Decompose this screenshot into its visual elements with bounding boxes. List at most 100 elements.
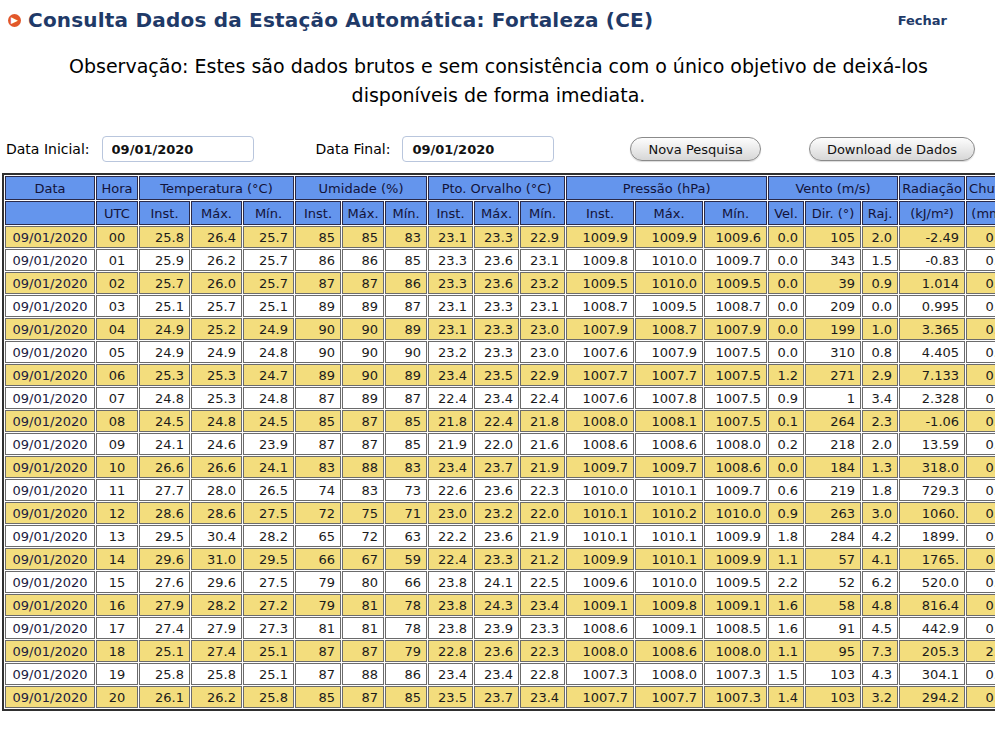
cell: 89 bbox=[342, 387, 384, 409]
cell: 1010.0 bbox=[635, 249, 703, 271]
cell: 29.6 bbox=[139, 548, 190, 570]
column-sub-header: Inst. bbox=[566, 201, 634, 225]
table-row: 09/01/20201925.825.825.187888623.423.422… bbox=[5, 663, 995, 685]
cell: 1009.7 bbox=[704, 249, 767, 271]
cell: 1010.1 bbox=[566, 525, 634, 547]
cell: 218 bbox=[805, 433, 861, 455]
cell: 1007.5 bbox=[704, 364, 767, 386]
cell: 22.9 bbox=[520, 364, 565, 386]
end-date-input[interactable] bbox=[402, 136, 554, 162]
cell: 23.8 bbox=[428, 617, 473, 639]
cell: 09/01/2020 bbox=[5, 318, 95, 340]
cell: 304.1 bbox=[899, 663, 965, 685]
cell: 1007.3 bbox=[704, 686, 767, 708]
column-sub-header: Inst. bbox=[295, 201, 341, 225]
column-sub-header: Máx. bbox=[474, 201, 519, 225]
cell: 09/01/2020 bbox=[5, 433, 95, 455]
cell: 65 bbox=[295, 525, 341, 547]
cell: 07 bbox=[96, 387, 138, 409]
column-sub-header: Mín. bbox=[520, 201, 565, 225]
close-link[interactable]: Fechar bbox=[898, 13, 947, 28]
cell: 0.0 bbox=[966, 663, 995, 685]
cell: 24.8 bbox=[243, 341, 294, 363]
page: ▶ Consulta Dados da Estação Automática: … bbox=[0, 0, 995, 711]
cell: 30.4 bbox=[191, 525, 242, 547]
cell: 1008.6 bbox=[635, 433, 703, 455]
column-group-header: Radiação bbox=[899, 176, 965, 200]
table-row: 09/01/20200125.926.225.786868523.323.623… bbox=[5, 249, 995, 271]
cell: 90 bbox=[342, 341, 384, 363]
cell: 1.8 bbox=[768, 525, 804, 547]
cell: 13 bbox=[96, 525, 138, 547]
cell: 29.6 bbox=[191, 571, 242, 593]
cell: 1007.7 bbox=[566, 364, 634, 386]
cell: 729.3 bbox=[899, 479, 965, 501]
cell: 23.3 bbox=[520, 617, 565, 639]
cell: 25.1 bbox=[139, 640, 190, 662]
cell: 24.9 bbox=[139, 341, 190, 363]
table-row: 09/01/20201329.530.428.265726322.223.621… bbox=[5, 525, 995, 547]
cell: 20 bbox=[96, 686, 138, 708]
cell: 11 bbox=[96, 479, 138, 501]
cell: 63 bbox=[385, 525, 427, 547]
cell: 2.2 bbox=[768, 571, 804, 593]
cell: 23.4 bbox=[428, 364, 473, 386]
cell: 23.2 bbox=[520, 272, 565, 294]
cell: 219 bbox=[805, 479, 861, 501]
start-date-input[interactable] bbox=[102, 136, 254, 162]
cell: 18 bbox=[96, 640, 138, 662]
cell: 85 bbox=[385, 410, 427, 432]
cell: 09/01/2020 bbox=[5, 341, 95, 363]
cell: 22.9 bbox=[520, 226, 565, 248]
cell: 88 bbox=[342, 456, 384, 478]
cell: 26.2 bbox=[191, 249, 242, 271]
download-data-button[interactable]: Download de Dados bbox=[809, 137, 975, 161]
cell: 294.2 bbox=[899, 686, 965, 708]
cell: 4.5 bbox=[862, 617, 898, 639]
cell: 0.0 bbox=[966, 479, 995, 501]
cell: 4.2 bbox=[862, 525, 898, 547]
cell: 27.7 bbox=[139, 479, 190, 501]
cell: 0.995 bbox=[899, 295, 965, 317]
cell: 1.014 bbox=[899, 272, 965, 294]
cell: 14 bbox=[96, 548, 138, 570]
column-group-header: Chuva bbox=[966, 176, 995, 200]
cell: 23.4 bbox=[474, 663, 519, 685]
cell: 1008.6 bbox=[566, 617, 634, 639]
cell: 442.9 bbox=[899, 617, 965, 639]
column-group-header: Hora bbox=[96, 176, 138, 200]
cell: 209 bbox=[805, 295, 861, 317]
cell: 28.0 bbox=[191, 479, 242, 501]
cell: 89 bbox=[385, 364, 427, 386]
cell: 310 bbox=[805, 341, 861, 363]
table-row: 09/01/20200924.124.623.987878521.922.021… bbox=[5, 433, 995, 455]
cell: 2.328 bbox=[899, 387, 965, 409]
cell: 29.5 bbox=[139, 525, 190, 547]
cell: 1008.5 bbox=[704, 617, 767, 639]
cell: 23.6 bbox=[474, 479, 519, 501]
cell: 85 bbox=[385, 249, 427, 271]
cell: 09/01/2020 bbox=[5, 249, 95, 271]
cell: -0.83 bbox=[899, 249, 965, 271]
cell: 87 bbox=[342, 686, 384, 708]
cell: 0.0 bbox=[966, 410, 995, 432]
table-row: 09/01/20200424.925.224.990908923.123.323… bbox=[5, 318, 995, 340]
cell: 23.1 bbox=[428, 318, 473, 340]
new-search-button[interactable]: Nova Pesquisa bbox=[630, 137, 760, 161]
cell: 24.8 bbox=[139, 387, 190, 409]
cell: 87 bbox=[295, 272, 341, 294]
cell: 09/01/2020 bbox=[5, 226, 95, 248]
cell: 263 bbox=[805, 502, 861, 524]
cell: 09/01/2020 bbox=[5, 663, 95, 685]
table-row: 09/01/20201727.427.927.381817823.823.923… bbox=[5, 617, 995, 639]
table-row: 09/01/20200625.325.324.789908923.423.522… bbox=[5, 364, 995, 386]
cell: 05 bbox=[96, 341, 138, 363]
cell: 1009.6 bbox=[704, 226, 767, 248]
cell: 0.0 bbox=[966, 686, 995, 708]
cell: 83 bbox=[385, 456, 427, 478]
cell: 23.2 bbox=[474, 502, 519, 524]
column-sub-header: Mín. bbox=[385, 201, 427, 225]
cell: 22.4 bbox=[428, 548, 473, 570]
cell: 23.3 bbox=[428, 272, 473, 294]
cell: 1007.9 bbox=[566, 318, 634, 340]
